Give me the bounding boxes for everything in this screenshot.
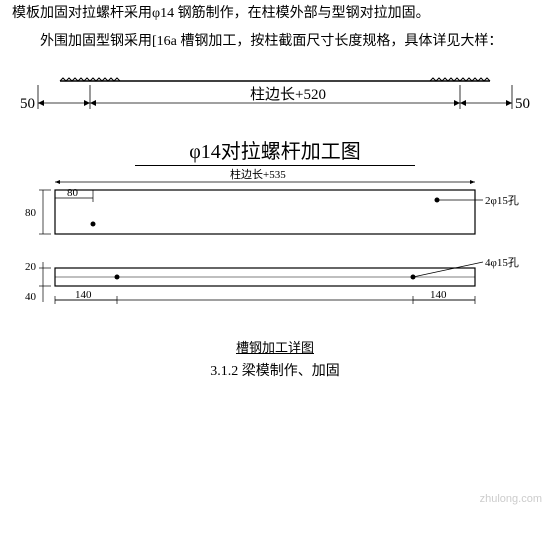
diagram1-title-text: φ14对拉螺杆加工图 bbox=[189, 141, 361, 163]
svg-text:80: 80 bbox=[25, 207, 37, 219]
section-heading: 3.1.2 梁模制作、加固 bbox=[0, 360, 550, 380]
watermark: zhulong.com bbox=[480, 493, 542, 505]
tie-rod-diagram: 50 柱边长+520 50 bbox=[0, 57, 530, 127]
svg-text:柱边长+520: 柱边长+520 bbox=[250, 86, 326, 103]
svg-text:40: 40 bbox=[25, 291, 37, 303]
svg-text:50: 50 bbox=[515, 96, 530, 112]
svg-text:4φ15孔: 4φ15孔 bbox=[485, 256, 519, 269]
svg-text:2φ15孔: 2φ15孔 bbox=[485, 194, 519, 207]
diagram1-title: φ14对拉螺杆加工图 bbox=[0, 135, 550, 166]
svg-text:50: 50 bbox=[20, 96, 35, 112]
svg-text:140: 140 bbox=[430, 289, 447, 301]
paragraph-1: 模板加固对拉螺杆采用φ14 钢筋制作，在柱模外部与型钢对拉加固。 bbox=[0, 0, 550, 28]
svg-text:140: 140 bbox=[75, 289, 92, 301]
svg-text:80: 80 bbox=[67, 187, 79, 199]
paragraph-2: 外围加固型钢采用[16a 槽钢加工，按柱截面尺寸长度规格，具体详见大样： bbox=[0, 28, 550, 56]
diagram2-caption: 槽钢加工详图 bbox=[0, 337, 550, 356]
channel-steel-diagram: 柱边长+535 80 2φ15孔 80 4φ15孔 20 40 140 140 bbox=[0, 166, 540, 331]
svg-text:柱边长+535: 柱边长+535 bbox=[230, 167, 286, 181]
svg-text:20: 20 bbox=[25, 261, 37, 273]
